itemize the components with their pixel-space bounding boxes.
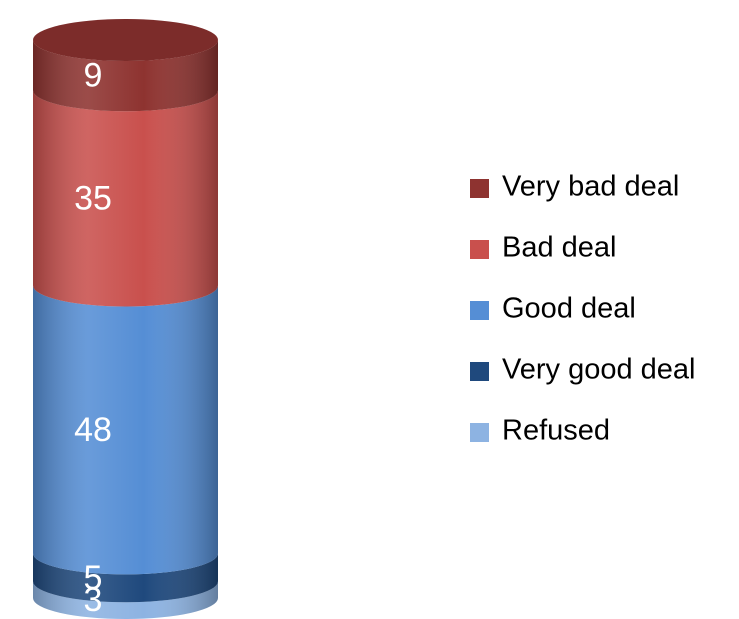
legend-label: Refused bbox=[502, 415, 610, 447]
legend: Very bad deal Bad deal Good deal Very good … bbox=[470, 171, 695, 447]
cylinder-top-shade bbox=[33, 19, 218, 61]
legend-swatch bbox=[470, 362, 489, 381]
legend-label: Very good deal bbox=[502, 354, 695, 386]
data-label: 35 bbox=[74, 179, 112, 217]
data-label: 48 bbox=[74, 411, 112, 449]
data-label: 9 bbox=[84, 57, 103, 95]
cylinder-top bbox=[33, 19, 218, 61]
data-label: 3 bbox=[84, 581, 103, 619]
segment-shade bbox=[33, 40, 218, 112]
legend-label: Bad deal bbox=[502, 232, 617, 264]
legend-label: Good deal bbox=[502, 293, 636, 325]
segment-shade bbox=[33, 581, 218, 619]
segment-shade bbox=[33, 553, 218, 603]
data-label: 5 bbox=[84, 559, 103, 597]
legend-swatch bbox=[470, 301, 489, 320]
segment-shade bbox=[33, 90, 218, 307]
legend-swatch bbox=[470, 240, 489, 259]
segment-shade bbox=[33, 285, 218, 575]
legend-swatch bbox=[470, 423, 489, 442]
legend-label: Very bad deal bbox=[502, 171, 679, 203]
legend-swatch bbox=[470, 179, 489, 198]
cylinder: 35 48 35 9 bbox=[33, 19, 218, 619]
